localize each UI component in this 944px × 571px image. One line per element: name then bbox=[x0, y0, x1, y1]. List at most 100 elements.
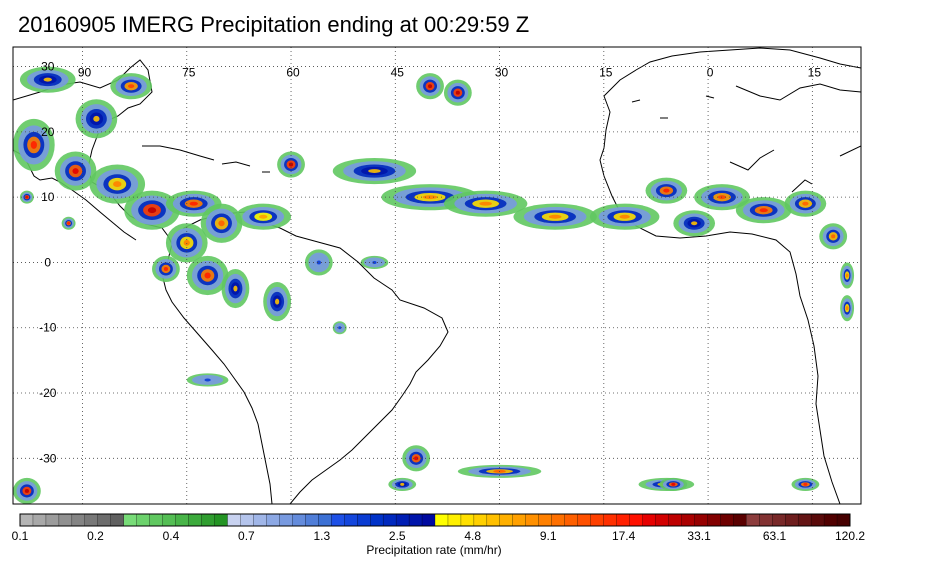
precipitation-cell bbox=[663, 188, 670, 193]
lat-lon-gridlines bbox=[13, 47, 861, 504]
colorbar-swatch bbox=[266, 513, 280, 527]
colorbar-swatch bbox=[305, 513, 319, 527]
colorbar-swatch bbox=[149, 513, 164, 527]
colorbar-swatch bbox=[525, 513, 540, 527]
precipitation-cell bbox=[845, 273, 849, 278]
colorbar-swatch bbox=[175, 513, 190, 527]
precipitation-cell bbox=[259, 214, 268, 219]
colorbar-tick-label: 33.1 bbox=[687, 529, 711, 543]
map-content bbox=[13, 47, 861, 504]
colorbar-frame bbox=[19, 513, 851, 527]
lon-tick-label: 15 bbox=[599, 65, 613, 79]
precipitation-cell bbox=[147, 207, 157, 214]
precipitation-cell bbox=[422, 195, 438, 200]
lon-tick-label: 30 bbox=[495, 65, 509, 79]
precipitation-cell bbox=[427, 84, 433, 89]
colorbar-swatch bbox=[733, 513, 747, 527]
colorbar-swatch bbox=[188, 513, 203, 527]
colorbar-label: Precipitation rate (mm/hr) bbox=[366, 543, 502, 557]
colorbar-swatch bbox=[473, 513, 488, 527]
colorbar-swatch bbox=[123, 513, 138, 527]
precipitation-cell bbox=[30, 141, 37, 149]
precipitation-cell bbox=[548, 214, 562, 219]
colorbar-swatch bbox=[162, 513, 177, 527]
precipitation-cell bbox=[218, 220, 225, 227]
precipitation-cell bbox=[128, 84, 135, 89]
map-frame bbox=[12, 46, 862, 505]
lat-tick-label: -10 bbox=[39, 321, 57, 335]
colorbar-swatch bbox=[58, 513, 73, 527]
colorbar-swatch bbox=[227, 513, 241, 527]
colorbar-tick-label: 1.3 bbox=[313, 529, 331, 543]
precipitation-cell bbox=[759, 208, 768, 213]
precipitation-cell bbox=[455, 90, 460, 95]
precipitation-cell bbox=[671, 482, 676, 486]
precipitation-cell bbox=[691, 221, 698, 226]
colorbar-swatch bbox=[19, 513, 34, 527]
colorbar-swatch bbox=[707, 513, 721, 527]
lat-tick-label: 0 bbox=[44, 255, 51, 269]
colorbar-swatch bbox=[84, 513, 99, 527]
colorbar-swatch bbox=[810, 513, 825, 527]
colorbar-swatch bbox=[823, 513, 838, 527]
colorbar-swatch bbox=[318, 513, 332, 527]
precipitation-cell bbox=[619, 214, 630, 219]
colorbar-tick-label: 17.4 bbox=[611, 529, 636, 543]
colorbar-swatch bbox=[642, 513, 656, 527]
lat-tick-label: -20 bbox=[39, 386, 57, 400]
precipitation-cell bbox=[93, 115, 100, 122]
colorbar-swatch bbox=[97, 513, 112, 527]
precipitation-cell bbox=[275, 298, 280, 305]
colorbar-swatch bbox=[499, 513, 514, 527]
precipitation-cell bbox=[338, 326, 342, 330]
colorbar-swatch bbox=[201, 513, 215, 527]
colorbar-swatch bbox=[551, 513, 566, 527]
colorbar-swatch bbox=[45, 513, 60, 527]
precipitation-cell bbox=[43, 77, 52, 82]
precipitation-cell bbox=[204, 378, 211, 382]
precipitation-cell bbox=[414, 456, 419, 461]
colorbar-tick-label: 4.8 bbox=[464, 529, 482, 543]
colorbar-tick-label: 0.1 bbox=[11, 529, 29, 543]
precipitation-cell bbox=[233, 285, 238, 292]
colorbar-swatch bbox=[279, 513, 293, 527]
colorbar-tick-label: 0.2 bbox=[87, 529, 104, 543]
colorbar-swatch bbox=[71, 513, 86, 527]
colorbar-tick-label: 0.7 bbox=[238, 529, 255, 543]
colorbar-swatch bbox=[577, 513, 592, 527]
lon-tick-label: 75 bbox=[182, 65, 196, 79]
colorbar-swatch bbox=[292, 513, 306, 527]
colorbar-swatch bbox=[240, 513, 254, 527]
lat-tick-label: 20 bbox=[41, 125, 55, 139]
lon-tick-label: 0 bbox=[707, 65, 714, 79]
colorbar-swatch bbox=[253, 513, 267, 527]
colorbar-swatch bbox=[681, 513, 695, 527]
precipitation-cell bbox=[372, 260, 377, 264]
precipitation-cell bbox=[183, 239, 190, 246]
colorbar-tick-label: 0.4 bbox=[162, 529, 180, 543]
lat-tick-label: 10 bbox=[41, 190, 55, 204]
colorbar-swatch bbox=[655, 513, 669, 527]
colorbar-swatch bbox=[447, 513, 462, 527]
map-title: 20160905 IMERG Precipitation ending at 0… bbox=[18, 12, 530, 37]
precipitation-cell bbox=[368, 169, 381, 174]
colorbar-swatch bbox=[785, 513, 799, 527]
colorbar-swatch bbox=[746, 513, 760, 527]
lon-tick-label: 90 bbox=[78, 65, 92, 79]
precipitation-cell bbox=[24, 488, 29, 493]
colorbar-swatch bbox=[214, 513, 228, 527]
colorbar-swatch bbox=[357, 513, 371, 527]
precipitation-cell bbox=[400, 482, 405, 486]
colorbar-swatch bbox=[32, 513, 47, 527]
precipitation-field bbox=[13, 66, 855, 504]
colorbar-swatch bbox=[720, 513, 734, 527]
colorbar-swatch bbox=[344, 513, 358, 527]
lon-tick-label: 15 bbox=[808, 65, 822, 79]
colorbar-swatch bbox=[136, 513, 151, 527]
colorbar-swatch bbox=[759, 513, 773, 527]
colorbar-swatch bbox=[434, 513, 449, 527]
lon-tick-label: 60 bbox=[286, 65, 300, 79]
colorbar-swatch bbox=[370, 513, 384, 527]
colorbar-swatch bbox=[668, 513, 682, 527]
